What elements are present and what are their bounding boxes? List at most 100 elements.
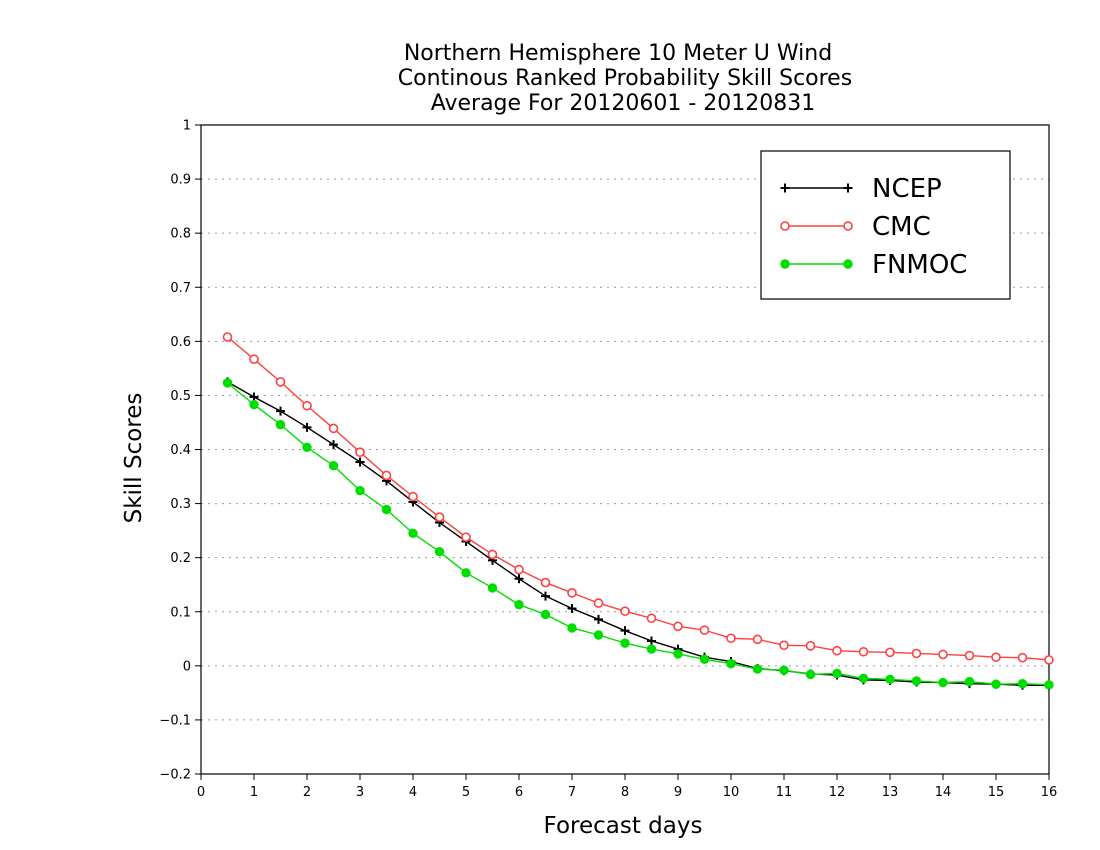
data-point [699, 625, 710, 635]
data-point [805, 669, 816, 680]
y-tick-label: 1 [183, 119, 191, 134]
data-point [540, 609, 551, 620]
data-point [938, 649, 948, 660]
x-tick-label: 6 [515, 785, 523, 800]
data-point [699, 654, 710, 665]
data-point [805, 641, 816, 651]
data-point [487, 583, 498, 593]
data-point [911, 676, 922, 686]
x-tick-label: 0 [197, 785, 205, 800]
x-tick-label: 13 [882, 785, 899, 800]
data-point [514, 600, 524, 610]
series-line [227, 336, 1050, 661]
legend-item-fnmoc: FNMOC [780, 250, 967, 280]
data-point [567, 588, 577, 598]
data-point [620, 626, 630, 636]
data-point [832, 668, 842, 679]
data-point [752, 664, 763, 674]
data-point [885, 647, 895, 658]
y-tick-label: −0.2 [159, 768, 191, 783]
y-tick-label: 0.8 [170, 227, 191, 242]
legend-box [760, 150, 1011, 300]
y-axis: −0.2 −0.1 0 0.1 0.2 0.3 0.4 0.5 0.6 0.7 0.8 0.9 1 [159, 119, 201, 783]
data-point [461, 568, 471, 578]
title-line-1: Northern Hemisphere 10 Meter U Wind [404, 41, 832, 66]
data-point [1017, 678, 1028, 689]
data-point [646, 613, 657, 624]
data-point [328, 461, 339, 471]
data-point [647, 636, 656, 646]
x-tick-label: 1 [250, 785, 258, 800]
data-point [275, 419, 286, 430]
x-tick-label: 8 [621, 785, 629, 800]
data-point [514, 574, 524, 584]
data-point [991, 679, 1001, 689]
data-point [752, 634, 763, 645]
legend-marker [843, 259, 853, 269]
data-point [964, 676, 975, 687]
title-line-3: Average For 20120601 - 20120831 [431, 91, 816, 116]
data-point [673, 621, 683, 632]
x-tick-label: 14 [935, 785, 952, 800]
data-point [593, 630, 604, 640]
x-axis: 0 1 2 3 4 5 6 7 8 9 10 11 12 13 14 15 16 [197, 774, 1057, 800]
series-line [227, 382, 1050, 686]
legend-label: FNMOC [872, 250, 967, 280]
series-ncep [223, 377, 1054, 690]
data-point [408, 491, 418, 502]
data-point [275, 377, 286, 387]
data-point [408, 528, 418, 539]
data-point [1017, 652, 1028, 663]
data-point [461, 532, 471, 542]
legend-label: CMC [872, 212, 931, 242]
data-point [302, 442, 312, 453]
x-tick-label: 16 [1041, 785, 1058, 800]
data-point [593, 598, 604, 608]
data-point [673, 649, 683, 659]
y-tick-label: 0.2 [170, 551, 191, 566]
data-point [594, 614, 603, 624]
legend-label: NCEP [872, 174, 942, 204]
y-tick-label: −0.1 [159, 713, 191, 728]
legend: NCEP CMC FNMOC [760, 150, 1011, 300]
y-tick-label: 0.9 [170, 173, 191, 188]
data-point [302, 422, 312, 432]
legend-marker [780, 183, 790, 193]
data-point [885, 674, 895, 685]
data-point [381, 504, 392, 515]
x-tick-label: 2 [303, 785, 311, 800]
x-tick-label: 15 [988, 785, 1005, 800]
data-point [911, 648, 922, 659]
data-point [938, 677, 948, 688]
series-line [227, 381, 1049, 686]
data-point [541, 591, 550, 601]
series-group [222, 332, 1054, 690]
data-point [1044, 655, 1054, 665]
title-line-2: Continous Ranked Probability Skill Score… [398, 66, 852, 91]
data-point [646, 644, 657, 654]
data-point [222, 332, 233, 342]
data-point [1044, 680, 1054, 690]
y-tick-label: 0.1 [170, 605, 191, 620]
data-point [381, 470, 392, 481]
chart-title: Northern Hemisphere 10 Meter U Wind Cont… [398, 41, 852, 116]
data-point [514, 564, 524, 575]
x-tick-label: 5 [462, 785, 470, 800]
data-point [779, 665, 789, 675]
y-axis-label: Skill Scores [121, 393, 147, 524]
data-point [487, 549, 498, 560]
data-point [779, 640, 789, 651]
y-tick-label: 0.4 [170, 443, 191, 458]
data-point [832, 645, 842, 656]
y-tick-label: 0.5 [170, 389, 191, 404]
data-point [726, 633, 736, 644]
data-point [620, 638, 630, 648]
data-point [249, 399, 259, 410]
y-tick-label: 0 [183, 659, 191, 674]
data-point [329, 440, 338, 450]
y-tick-label: 0.7 [170, 281, 191, 296]
legend-item-cmc: CMC [780, 212, 931, 242]
data-point [302, 400, 312, 411]
data-point [567, 623, 577, 633]
